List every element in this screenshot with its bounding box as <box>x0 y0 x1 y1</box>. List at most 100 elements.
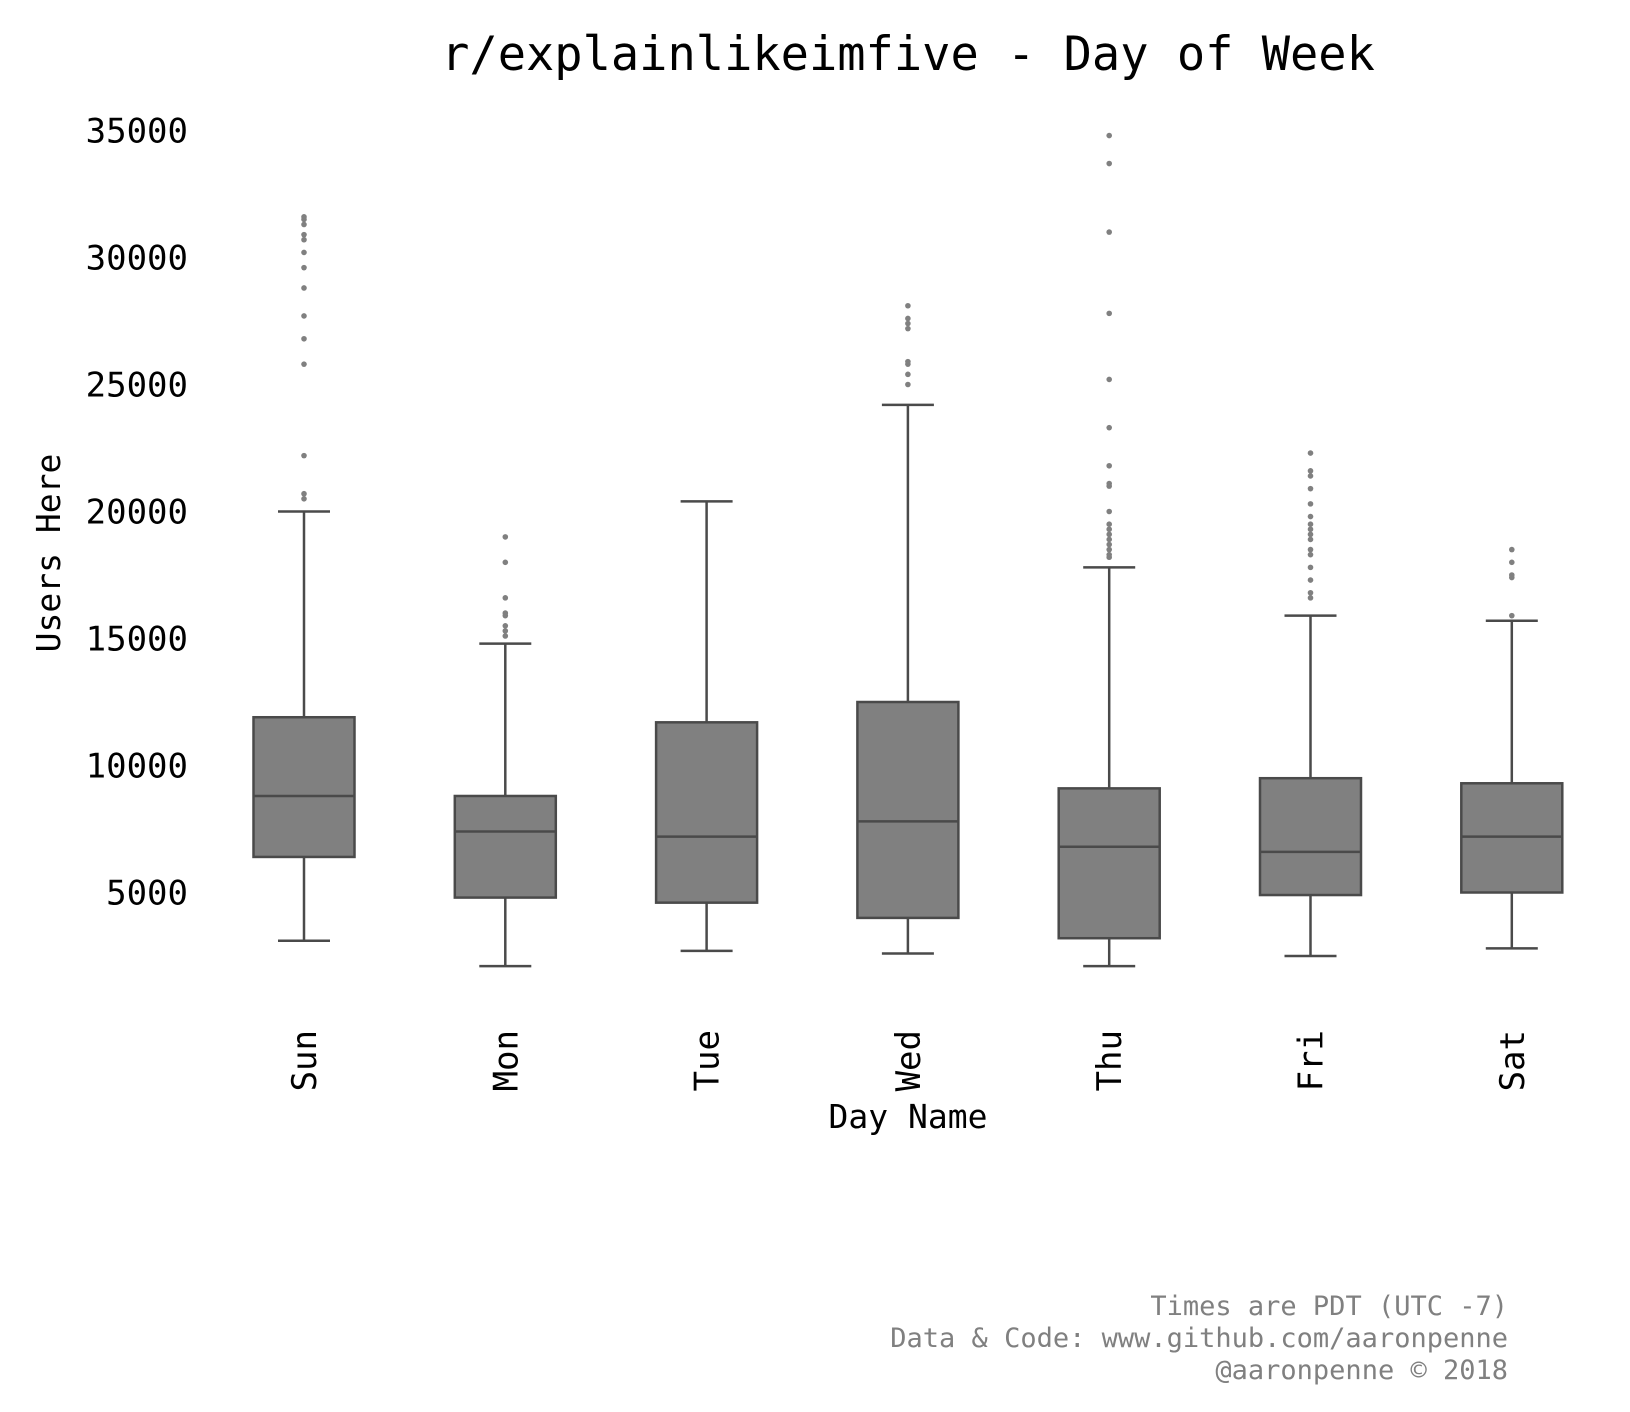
outlier-point <box>301 285 307 291</box>
outlier-point <box>905 315 911 322</box>
outlier-point <box>1106 546 1112 553</box>
outlier-point <box>1307 536 1314 543</box>
outlier-point <box>1307 450 1314 456</box>
outlier-point <box>1106 424 1112 431</box>
outlier-point <box>1106 229 1112 235</box>
outlier-point <box>1307 564 1314 571</box>
outlier-point <box>301 236 307 243</box>
outlier-point <box>1307 526 1314 533</box>
box-group-sat <box>1460 546 1564 950</box>
outlier-point <box>1509 559 1515 566</box>
y-tick-label: 15000 <box>86 620 188 660</box>
x-tick-label-tue: Tue <box>688 1030 728 1091</box>
outlier-point <box>905 325 911 332</box>
x-tick-label-wed: Wed <box>889 1030 929 1091</box>
footer: Times are PDT (UTC -7) Data & Code: www.… <box>890 1291 1508 1386</box>
outlier-point <box>1307 546 1314 553</box>
y-tick-label: 5000 <box>106 874 188 914</box>
outlier-point <box>1509 546 1515 553</box>
outlier-point <box>502 610 509 616</box>
box-iqr <box>1258 776 1363 897</box>
outlier-point <box>1509 612 1515 619</box>
outlier-point <box>301 214 307 220</box>
x-axis-label: Day Name <box>829 1097 988 1136</box>
box-group-mon <box>453 534 558 968</box>
box-iqr <box>856 700 960 920</box>
box-iqr <box>252 715 356 859</box>
box-iqr <box>654 721 759 904</box>
x-tick-label-sat: Sat <box>1493 1030 1533 1091</box>
outlier-point <box>1307 595 1314 601</box>
outlier-point <box>301 249 307 256</box>
outlier-point <box>1106 462 1112 469</box>
outlier-point <box>502 628 509 634</box>
outlier-point <box>905 371 911 378</box>
outlier-point <box>1106 551 1112 558</box>
x-tick-label-thu: Thu <box>1090 1030 1130 1091</box>
footer-line-timezone: Times are PDT (UTC -7) <box>1150 1291 1508 1322</box>
outlier-point <box>301 490 307 497</box>
outlier-point <box>1509 572 1515 578</box>
outlier-point <box>1106 531 1112 538</box>
y-axis-ticks: 5000 10000 15000 20000 25000 30000 35000 <box>86 112 188 914</box>
y-tick-label: 25000 <box>86 366 188 406</box>
y-tick-label: 10000 <box>86 747 188 787</box>
outlier-point <box>502 559 509 566</box>
outlier-point <box>1307 501 1314 507</box>
x-tick-label-sun: Sun <box>285 1030 325 1091</box>
outlier-point <box>905 358 911 365</box>
outlier-point <box>1106 310 1112 317</box>
outlier-point <box>1106 132 1112 139</box>
outlier-point <box>1106 480 1112 487</box>
outlier-point <box>1106 541 1112 548</box>
box-group-wed <box>856 302 960 955</box>
box-group-thu <box>1057 132 1161 968</box>
outlier-point <box>1307 531 1314 538</box>
outlier-point <box>1307 468 1314 474</box>
outlier-point <box>301 452 307 459</box>
outlier-point <box>1106 526 1112 533</box>
outlier-point <box>1106 521 1112 527</box>
boxes-layer <box>252 132 1564 968</box>
outlier-point <box>301 361 307 367</box>
outlier-point <box>1307 521 1314 527</box>
chart-title: r/explainlikeimfive - Day of Week <box>441 27 1375 82</box>
footer-line-credit: @aaronpenne © 2018 <box>1215 1355 1508 1386</box>
box-group-tue <box>654 500 759 953</box>
x-tick-label-fri: Fri <box>1292 1030 1332 1091</box>
x-tick-label-mon: Mon <box>486 1030 526 1091</box>
outlier-point <box>1307 513 1314 520</box>
box-group-fri <box>1258 450 1363 958</box>
box-iqr <box>1057 787 1161 940</box>
outlier-point <box>1307 589 1314 596</box>
outlier-point <box>301 221 307 228</box>
outlier-point <box>1106 376 1112 383</box>
outlier-point <box>1106 160 1112 167</box>
outlier-point <box>502 595 509 601</box>
outlier-point <box>1307 551 1314 558</box>
footer-line-source: Data & Code: www.github.com/aaronpenne <box>890 1323 1508 1354</box>
outlier-point <box>502 534 509 540</box>
y-tick-label: 35000 <box>86 112 188 152</box>
box-iqr <box>453 794 558 899</box>
outlier-point <box>502 623 509 629</box>
outlier-point <box>905 320 911 327</box>
outlier-point <box>1307 577 1314 583</box>
box-group-sun <box>252 214 356 943</box>
outlier-point <box>301 231 307 238</box>
outlier-point <box>1307 485 1314 492</box>
outlier-point <box>1106 508 1112 515</box>
outlier-point <box>905 302 911 309</box>
outlier-point <box>301 264 307 271</box>
outlier-point <box>301 313 307 319</box>
outlier-point <box>905 381 911 388</box>
y-axis-label: Users Here <box>29 454 68 653</box>
outlier-point <box>502 633 509 639</box>
outlier-point <box>301 496 307 502</box>
y-tick-label: 20000 <box>86 493 188 533</box>
outlier-point <box>1307 473 1314 479</box>
y-tick-label: 30000 <box>86 239 188 279</box>
outlier-point <box>1106 536 1112 543</box>
x-axis-ticks: Sun Mon Tue Wed Thu Fri Sat <box>285 1030 1533 1091</box>
